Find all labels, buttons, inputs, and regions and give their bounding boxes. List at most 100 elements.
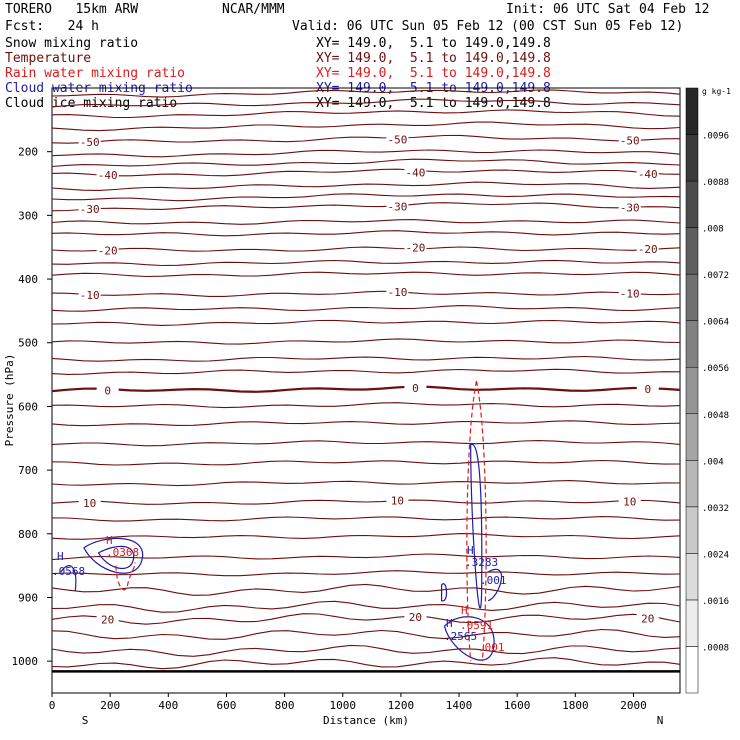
contour-label-bg — [636, 384, 659, 397]
temperature-contour — [52, 158, 680, 168]
colorbar-swatch — [685, 180, 699, 228]
temperature-contour — [52, 628, 680, 640]
temperature-contour — [52, 305, 680, 312]
rain-water-contour — [115, 562, 136, 591]
y-tick-label: 500 — [18, 337, 38, 350]
contour-label-bg — [96, 170, 119, 183]
rain-water-contour — [466, 380, 487, 662]
contour-label-bg — [636, 168, 659, 181]
isotherm-label: -10 — [387, 286, 407, 299]
isotherm-label: -30 — [620, 202, 640, 215]
temperature-contour — [52, 338, 680, 345]
max-value-label: .0368 — [106, 546, 139, 559]
colorbar-swatch — [685, 599, 699, 647]
legend-entry-name: Temperature — [5, 51, 92, 66]
colorbar-swatch — [685, 366, 699, 415]
contour-label-bg — [618, 202, 641, 215]
isotherm-label: -50 — [387, 133, 407, 146]
legend-entry-coords: XY= 149.0, 5.1 to 149.0,149.8 — [316, 96, 551, 111]
temperature-contour — [52, 168, 680, 177]
max-marker: H — [106, 534, 113, 547]
max-marker: H — [446, 617, 453, 630]
temperature-contour — [52, 644, 680, 657]
max-value-label: .001 — [480, 574, 507, 587]
freezing-isotherm — [52, 385, 680, 393]
legend-entry-coords: XY= 149.0, 5.1 to 149.0,149.8 — [316, 36, 551, 51]
source-label: NCAR/MMM — [222, 2, 285, 17]
temperature-contour — [52, 193, 680, 202]
valid-time: Valid: 06 UTC Sun 05 Feb 12 (00 CST Sun … — [292, 19, 684, 34]
temperature-contour — [52, 583, 680, 596]
colorbar-swatch — [685, 460, 699, 508]
y-axis-label: Pressure (hPa) — [3, 354, 16, 447]
colorbar-tick-label: .004 — [702, 457, 724, 467]
max-value-label: .3283 — [465, 556, 498, 569]
x-tick-label: 1000 — [329, 699, 356, 712]
contour-label-bg — [96, 385, 119, 398]
isotherm-label: 20 — [641, 612, 654, 625]
colorbar-tick-label: .0008 — [702, 643, 729, 653]
colorbar-tick-label: .0096 — [702, 132, 729, 142]
temperature-contour — [52, 368, 680, 375]
isotherm-label: -20 — [638, 243, 658, 256]
max-value-label: .2565 — [444, 630, 477, 643]
max-marker: H — [461, 604, 468, 617]
isotherm-label: -30 — [387, 200, 407, 213]
colorbar-swatch — [685, 413, 699, 461]
legend-entry-name: Rain water mixing ratio — [5, 66, 186, 81]
temperature-contour — [52, 355, 680, 362]
contour-label-bg — [404, 167, 427, 180]
contour-label-bg — [96, 245, 119, 258]
colorbar-swatch — [685, 227, 699, 275]
isotherm-label: -30 — [80, 203, 100, 216]
legend-entry-coords: XY= 149.0, 5.1 to 149.0,149.8 — [316, 51, 551, 66]
contour-label-bg — [404, 382, 427, 395]
contour-label-bg — [404, 242, 427, 255]
colorbar-tick-label: .0072 — [702, 271, 729, 281]
x-tick-label: 2000 — [620, 699, 647, 712]
x-tick-label: 800 — [275, 699, 295, 712]
temperature-contour — [52, 149, 680, 158]
x-tick-label: 1600 — [504, 699, 531, 712]
x-tick-label: 0 — [49, 699, 56, 712]
max-value-label: .001 — [478, 641, 505, 654]
isotherm-label: -40 — [405, 167, 425, 180]
temperature-contour — [52, 480, 680, 487]
isotherm-label: 0 — [412, 382, 419, 395]
contour-label-bg — [386, 287, 409, 300]
isotherm-label: -40 — [638, 168, 658, 181]
contour-label-bg — [78, 137, 101, 150]
colorbar-tick-label: .0048 — [702, 411, 729, 421]
max-marker: H — [57, 550, 64, 563]
temperature-contour — [52, 271, 680, 278]
contour-label-bg — [636, 243, 659, 256]
contour-label-bg — [618, 135, 641, 148]
isotherm-label: 20 — [409, 611, 422, 624]
isotherm-label: -20 — [405, 242, 425, 255]
isotherm-label: -10 — [620, 287, 640, 300]
contour-label-bg — [78, 498, 101, 511]
model-title: TORERO 15km ARW — [5, 2, 139, 17]
temperature-contour — [52, 98, 680, 108]
y-tick-label: 900 — [18, 591, 38, 604]
cloud-water-contour — [487, 568, 503, 602]
temperature-contour — [52, 134, 680, 144]
temperature-contour — [52, 440, 680, 447]
temperature-contour — [52, 290, 680, 297]
temperature-contour — [52, 246, 680, 252]
temperature-contour — [52, 553, 680, 561]
colorbar-swatch — [685, 553, 699, 601]
temperature-contour — [52, 109, 680, 119]
colorbar-swatch — [685, 134, 699, 182]
temperature-contour — [52, 89, 680, 98]
temperature-contour — [52, 259, 680, 267]
temperature-contour — [52, 219, 680, 225]
temperature-contour — [52, 121, 680, 132]
legend-entry-name: Cloud ice mixing ratio — [5, 96, 178, 111]
isotherm-label: -20 — [98, 244, 118, 257]
contour-label-bg — [78, 203, 101, 216]
legend-entry-coords: XY= 149.0, 5.1 to 149.0,149.8 — [316, 66, 551, 81]
contour-label-bg — [618, 288, 641, 301]
init-time: Init: 06 UTC Sat 04 Feb 12 — [506, 2, 710, 17]
